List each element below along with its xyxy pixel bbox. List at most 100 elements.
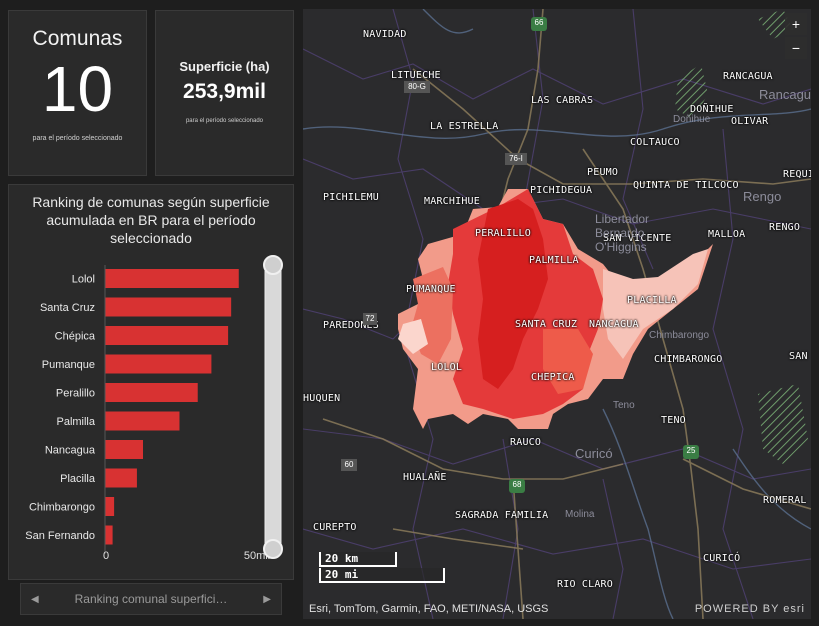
map-label: DOÑIHUE xyxy=(690,104,734,115)
region-label: Libertador Bernardo O'Higgins xyxy=(595,212,650,254)
map-label: LA ESTRELLA xyxy=(430,121,499,132)
map-label: QUINTA DE TILCOCO xyxy=(633,180,739,191)
map-attribution: Esri, TomTom, Garmin, FAO, METI/NASA, US… xyxy=(309,603,549,615)
map-label: MARCHIHUE xyxy=(424,196,480,207)
chart-scrollbar-track[interactable] xyxy=(264,260,282,552)
map-label: NANCAGUA xyxy=(589,319,639,330)
zoom-in-icon[interactable]: + xyxy=(785,13,807,35)
protected-area-east xyxy=(758,384,808,464)
bar-placilla[interactable] xyxy=(105,468,137,488)
map-label: SAN xyxy=(789,351,808,362)
bar-category-label: Placilla xyxy=(60,473,96,485)
route-shield: 80-G xyxy=(404,81,430,93)
ranking-panel: Ranking de comunas según superficie acum… xyxy=(8,184,294,580)
map-label: PUMANQUE xyxy=(406,284,456,295)
map-label: PALMILLA xyxy=(529,255,579,266)
map-label: CHEPICA xyxy=(531,372,575,383)
bar-palmilla[interactable] xyxy=(105,411,180,431)
map-label: SANTA CRUZ xyxy=(515,319,578,330)
kpi-title: Comunas xyxy=(32,27,123,50)
bar-category-label: Palmilla xyxy=(56,416,95,428)
city-label: Rancagua xyxy=(759,87,811,102)
route-shield: 66 xyxy=(531,17,547,31)
map-label: PERALILLO xyxy=(475,228,531,239)
map-label: COLTAUCO xyxy=(630,137,680,148)
protected-area-north xyxy=(675,64,708,119)
map-label: PEUMO xyxy=(587,167,619,178)
town-label: Molina xyxy=(565,509,595,520)
bar-category-label: Chépica xyxy=(55,331,96,343)
bar-peralillo[interactable] xyxy=(105,383,198,402)
protected-area-ne xyxy=(758,9,793,39)
bar-ch-pica[interactable] xyxy=(105,326,229,345)
map-label: OLIVAR xyxy=(731,116,769,127)
kpi-card-superficie: Superficie (ha) 253,9mil para el período… xyxy=(155,10,294,176)
map-label: RENGO xyxy=(769,222,801,233)
chart-title: Ranking de comunas según superficie acum… xyxy=(32,194,270,246)
bar-category-label: Lolol xyxy=(72,274,95,286)
bar-category-label: Santa Cruz xyxy=(40,302,95,314)
map-label: LAS CABRAS xyxy=(531,95,594,106)
kpi-subtitle: para el período seleccionado xyxy=(32,135,123,142)
x-axis-min-label: 0 xyxy=(103,550,109,562)
map-label: MALLOA xyxy=(708,229,746,240)
bar-nancagua[interactable] xyxy=(105,440,143,459)
map-label: HUQUEN xyxy=(303,393,341,404)
bar-chimbarongo[interactable] xyxy=(105,497,115,516)
kpi-card-comunas: Comunas 10 para el período seleccionado xyxy=(8,10,147,176)
kpi-title: Superficie (ha) xyxy=(179,59,270,74)
triangle-left-icon[interactable]: ◀ xyxy=(31,593,39,605)
route-shield: 68 xyxy=(509,479,525,493)
map-label: RIO CLARO xyxy=(557,579,613,590)
bar-santa-cruz[interactable] xyxy=(105,297,232,317)
kpi-value: 10 xyxy=(41,53,114,125)
bar-category-label: Chimbarongo xyxy=(29,502,95,514)
map-label: LITUECHE xyxy=(391,70,441,81)
map-label: REQUI xyxy=(783,169,811,180)
scroll-handle-bottom[interactable] xyxy=(263,539,283,559)
map-label: CURICÓ xyxy=(703,553,741,564)
route-shield: 25 xyxy=(683,445,699,459)
map-view[interactable]: NAVIDAD LITUECHE LAS CABRAS LA ESTRELLA … xyxy=(303,9,811,619)
map-label: RAUCO xyxy=(510,437,542,448)
bar-category-label: San Fernando xyxy=(25,530,95,542)
map-label: PAREDONES xyxy=(323,320,379,331)
town-label: Doñihue xyxy=(673,114,711,125)
pager-label: Ranking comunal superfici… xyxy=(74,592,228,606)
kpi-subtitle: para el período seleccionado xyxy=(185,118,264,124)
scale-mi: 20 mi xyxy=(319,568,445,583)
city-label: Rengo xyxy=(743,189,782,204)
scale-bar: 20 km 20 mi xyxy=(319,552,445,583)
esri-logo: POWERED BY esri xyxy=(694,603,805,615)
map-label: PICHILEMU xyxy=(323,192,379,203)
route-shield: 76-I xyxy=(505,153,527,165)
triangle-right-icon[interactable]: ▶ xyxy=(263,593,271,605)
scroll-handle-top[interactable] xyxy=(263,255,283,275)
zoom-out-icon[interactable]: − xyxy=(785,37,807,59)
city-label: Curicó xyxy=(575,446,613,461)
map-label: NAVIDAD xyxy=(363,29,407,40)
map-label: PLACILLA xyxy=(627,295,677,306)
map-label: HUALAÑE xyxy=(403,472,447,483)
kpi-value: 253,9mil xyxy=(183,80,266,103)
map-label: TENO xyxy=(661,415,686,426)
map-label: RANCAGUA xyxy=(723,71,773,82)
map-label: ROMERAL xyxy=(763,495,807,506)
bar-san-fernando[interactable] xyxy=(105,525,113,545)
map-label: PICHIDEGUA xyxy=(530,185,593,196)
ranking-bar-chart: Lolol Santa Cruz Chépica Pumanque Peralillo P… xyxy=(25,255,283,562)
map-label: CUREPTO xyxy=(313,522,357,533)
town-label: Chimbarongo xyxy=(649,330,710,341)
scale-km: 20 km xyxy=(319,552,397,567)
rivers xyxy=(303,9,811,619)
burned-area-choropleth xyxy=(398,189,713,429)
bar-category-label: Peralillo xyxy=(56,388,95,400)
chart-pager: ◀ Ranking comunal superfici… ▶ xyxy=(20,583,282,615)
map-label: LOLOL xyxy=(431,362,463,373)
bar-pumanque[interactable] xyxy=(105,354,212,374)
bar-category-label: Nancagua xyxy=(45,445,96,457)
bar-group: Lolol Santa Cruz Chépica Pumanque Peralillo P… xyxy=(25,265,239,554)
map-label: SAGRADA FAMILIA xyxy=(455,510,549,521)
route-shield: 60 xyxy=(341,459,357,471)
bar-lolol[interactable] xyxy=(105,269,239,288)
